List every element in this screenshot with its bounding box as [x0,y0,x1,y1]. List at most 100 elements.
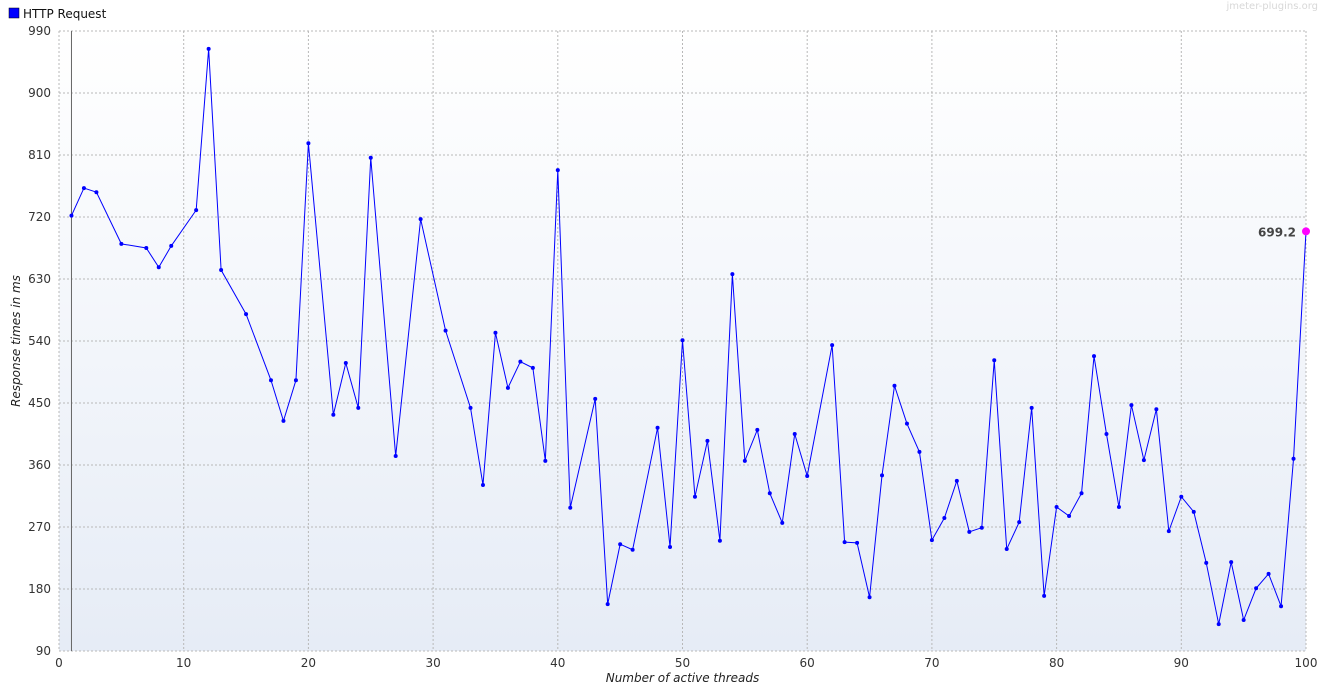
data-point [618,542,623,547]
data-point [780,520,785,525]
data-point [1191,509,1196,514]
data-point [418,217,423,222]
y-tick-label: 450 [28,396,51,410]
data-point [518,359,523,364]
data-point [593,396,598,401]
data-point [655,425,660,430]
watermark: jmeter-plugins.org [1225,1,1318,12]
data-point [904,421,909,426]
x-tick-label: 0 [55,656,63,670]
data-point [343,361,348,366]
data-point [717,538,722,543]
legend-label: HTTP Request [23,7,107,21]
x-tick-label: 30 [425,656,440,670]
data-point [356,405,361,410]
data-point [1042,593,1047,598]
data-point [543,458,548,463]
data-point [293,378,298,383]
y-tick-label: 180 [28,582,51,596]
data-point [368,155,373,160]
data-point [468,405,473,410]
x-tick-label: 20 [301,656,316,670]
data-point [268,378,273,383]
data-point [1004,547,1009,552]
data-point [954,478,959,483]
x-tick-label: 80 [1049,656,1064,670]
data-point [880,473,885,478]
y-tick-label: 270 [28,520,51,534]
data-point [244,312,249,317]
x-tick-label: 90 [1174,656,1189,670]
data-point [830,343,835,348]
x-tick-label: 60 [800,656,815,670]
x-tick-label: 10 [176,656,191,670]
data-point [281,418,286,423]
x-tick-label: 40 [550,656,565,670]
data-point [169,243,174,248]
data-point [480,482,485,487]
y-tick-label: 540 [28,334,51,348]
data-point [331,412,336,417]
data-point [493,330,498,335]
data-point [1302,227,1310,236]
data-point [194,208,199,213]
data-point [1241,618,1246,622]
data-point [917,449,922,454]
data-point [1154,407,1159,412]
data-point [1129,403,1134,408]
data-point [967,529,972,534]
data-point [1141,458,1146,463]
data-point [979,525,984,530]
y-tick-label: 90 [36,644,51,658]
data-point [443,328,448,333]
data-point [1104,432,1109,436]
data-point [755,427,760,432]
data-point [992,358,997,363]
data-point [742,458,747,463]
y-tick-label: 630 [28,272,51,286]
y-tick-label: 720 [28,210,51,224]
x-axis-title: Number of active threads [606,671,760,685]
data-point [393,454,398,459]
y-tick-label: 810 [28,148,51,162]
data-point [206,46,211,51]
data-point [929,538,934,543]
data-point [855,540,860,545]
data-point [1229,560,1234,565]
data-point [555,168,560,173]
data-point [1204,560,1209,565]
data-point [144,246,149,250]
data-point [1216,622,1221,627]
legend-swatch [8,7,20,19]
data-point [306,141,311,146]
data-point [530,365,535,370]
data-point [505,385,510,390]
y-tick-label: 360 [28,458,51,472]
data-point [568,505,573,510]
data-point [680,338,685,343]
y-tick-label: 990 [28,24,51,38]
data-point [1079,491,1084,496]
data-point [1054,505,1059,510]
data-point [219,268,224,273]
data-point [1266,571,1271,576]
data-point [1179,494,1184,499]
data-point [1254,586,1259,591]
data-point [805,474,810,479]
data-point [630,547,635,552]
data-point [81,186,86,191]
data-point [705,438,710,443]
data-point [1017,520,1022,525]
y-axis-title: Response times in ms [9,275,23,407]
y-tick-label: 900 [28,86,51,100]
data-point [1116,505,1121,510]
data-point [668,544,673,549]
data-point [1279,604,1284,609]
data-point [156,265,161,270]
data-point [730,272,735,277]
x-tick-label: 100 [1295,656,1318,670]
x-tick-label: 50 [675,656,690,670]
data-point [692,494,697,499]
data-point [69,213,74,218]
data-point [892,383,897,388]
